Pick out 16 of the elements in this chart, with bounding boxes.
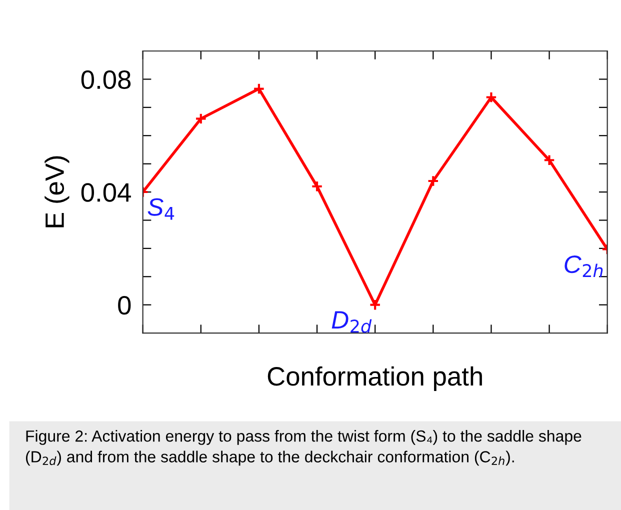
y-tick-label: 0.04 bbox=[81, 183, 131, 202]
point bbox=[543, 154, 556, 166]
caption: Figure 2: Activation energy to pass from the twist form (S₄) to the saddle shape (D$_{2d}$) and from the saddle shape to the deckchair conformation (C$_{2h}$). bbox=[26, 430, 582, 466]
y-tick-label: 0 bbox=[118, 296, 131, 315]
point bbox=[485, 91, 498, 104]
point bbox=[369, 298, 381, 311]
point bbox=[311, 180, 323, 192]
point bbox=[253, 82, 265, 95]
y-axis-title: E (eV) bbox=[44, 156, 70, 228]
annotation: S$_{4}$ bbox=[148, 198, 174, 220]
annotation: C$_{2h}$ bbox=[564, 255, 603, 277]
point bbox=[427, 175, 440, 187]
y-tick-label: 0.08 bbox=[81, 70, 131, 90]
x-axis-title: Conformation path bbox=[268, 366, 482, 391]
point bbox=[194, 112, 207, 125]
annotation: D$_{2d}$ bbox=[332, 311, 372, 333]
